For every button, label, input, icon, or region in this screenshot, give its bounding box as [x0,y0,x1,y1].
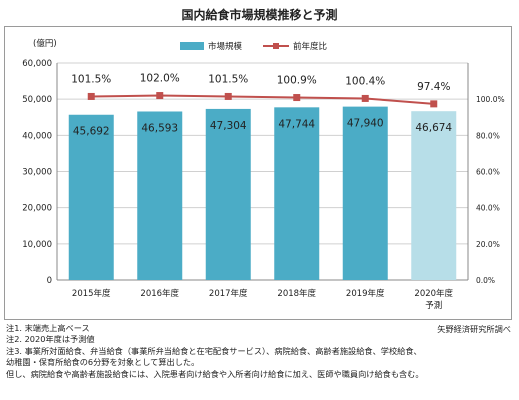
y2-tick-label: 20.0% [476,240,500,249]
bar [205,108,251,280]
footnote: 但し、病院給食や高齢者施設給食には、入院患者向け給食や入所者向け給食に加え、医師… [6,368,424,379]
bar-value-label: 47,744 [278,118,315,130]
x-tick-label: 2015年度 [72,288,111,299]
ratio-point [361,94,369,102]
y2-tick-label: 60.0% [476,168,500,177]
y2-tick-label: 80.0% [476,131,500,140]
ratio-label: 102.0% [140,73,180,85]
y-tick-label: 40,000 [22,131,52,141]
y2-tick-label: 0.0% [476,276,495,285]
x-tick-label: 2019年度 [346,288,385,299]
ratio-point [430,100,438,108]
bar-value-label: 45,692 [73,126,110,138]
legend-marker-line [273,43,279,49]
ratio-point [156,92,164,100]
bar-value-label: 46,674 [415,122,452,134]
y-tick-label: 0 [47,276,52,286]
y-tick-label: 30,000 [22,168,52,178]
bar [68,114,114,280]
x-tick-label: 2018年度 [277,288,316,299]
x-tick-sublabel: 予測 [425,300,442,311]
footnote: 注1. 末端売上高ベース [6,323,90,333]
bar-value-label: 47,940 [347,118,384,130]
ratio-point [87,92,95,100]
bar [411,111,457,280]
legend-swatch-bars [180,42,204,50]
bar [137,111,183,280]
footnote: 幼稚園・保育所給食の6分野を対象として算出した。 [6,357,200,368]
footnote: 注3. 事業所対面給食、弁当給食（事業所弁当給食と在宅配食サービス）、病院給食、… [6,345,422,356]
bar [342,106,388,280]
x-tick-label: 2016年度 [140,288,179,299]
legend-label-line: 前年度比 [293,41,327,52]
y-tick-label: 10,000 [22,240,52,250]
ratio-label: 100.4% [345,75,385,87]
bar [274,107,320,280]
chart-title: 国内給食市場規模推移と予測 [181,8,338,22]
bar-value-label: 46,593 [141,122,178,134]
x-tick-label: 2017年度 [209,288,248,299]
ratio-point [293,94,301,102]
ratio-point [224,92,232,100]
bar-value-label: 47,304 [210,120,247,132]
ratio-label: 101.5% [208,73,248,85]
legend-label-bars: 市場規模 [208,41,243,52]
y-tick-label: 50,000 [22,95,52,105]
ratio-line [91,94,434,105]
ratio-label: 101.5% [71,73,111,85]
footnotes: 注1. 末端売上高ベース 注2. 2020年度は予測値 注3. 事業所対面給食、… [6,323,514,380]
footnote: 注2. 2020年度は予測値 [6,334,95,345]
chart-frame [4,26,512,320]
x-tick-label: 2020年度 [414,288,453,299]
y2-tick-label: 100.0% [476,95,505,104]
y2-tick-label: 40.0% [476,204,500,213]
source-credit: 矢野経済研究所調べ [437,324,511,334]
y-tick-label: 60,000 [22,59,52,69]
ratio-label: 97.4% [417,81,450,93]
ratio-label: 100.9% [277,75,317,87]
y-axis-label: (億円) [33,38,57,49]
y-tick-label: 20,000 [22,204,52,214]
